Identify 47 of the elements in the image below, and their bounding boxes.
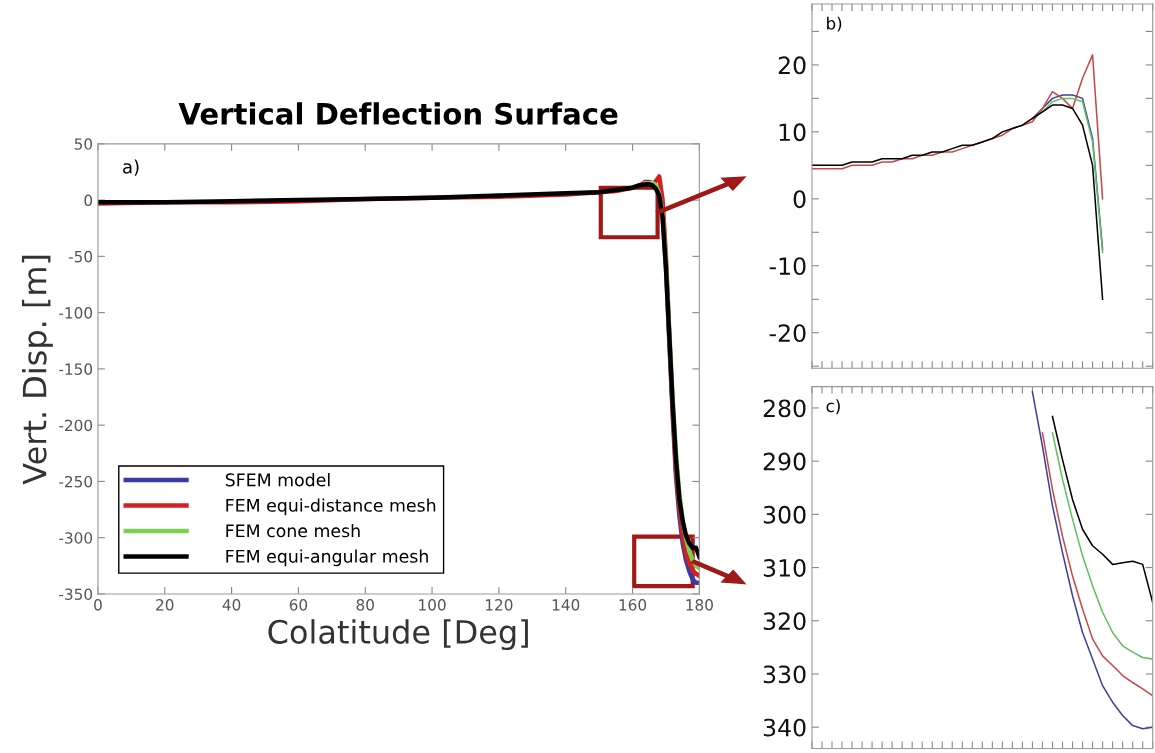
line-series — [1041, 432, 1153, 697]
y-tick-label: -250 — [59, 475, 93, 488]
line-series — [1051, 432, 1153, 660]
x-tick-label: 100 — [419, 599, 446, 611]
annotation: c) — [826, 399, 840, 415]
y-tick-label: -350 — [59, 588, 93, 600]
y-tick-label: -200 — [59, 419, 93, 432]
legend-label: FEM equi-distance mesh — [226, 498, 436, 516]
annotation: b) — [827, 16, 842, 32]
legend-label: FEM equi-angular mesh — [226, 549, 428, 567]
y-tick-label: 340 — [763, 718, 806, 737]
y-tick-label: -10 — [769, 257, 806, 276]
x-tick-label: 60 — [289, 599, 308, 611]
y-tick-label: 0 — [793, 190, 806, 209]
y-tick-label: 20 — [778, 56, 806, 75]
chart-title: Vertical Deflection Surface — [178, 102, 618, 125]
y-tick-label: -100 — [59, 307, 93, 319]
y-tick-label: 10 — [779, 123, 806, 142]
y-tick-label: 300 — [763, 505, 806, 524]
x-tick-label: 80 — [356, 599, 374, 611]
legend-label: FEM cone mesh — [226, 523, 360, 538]
y-tick-label: -150 — [59, 363, 93, 375]
y-tick-label: 50 — [74, 138, 93, 150]
y-tick-label: 310 — [763, 559, 806, 577]
y-tick-label: 330 — [763, 665, 806, 684]
x-tick-label: 0 — [94, 599, 102, 611]
y-axis-title: Vert. Disp. [m] — [21, 255, 53, 485]
x-tick-label: 120 — [485, 599, 513, 611]
line-series — [811, 54, 1104, 200]
x-tick-label: 40 — [222, 599, 241, 611]
x-tick-label: 140 — [552, 599, 580, 611]
y-tick-label: 320 — [763, 612, 806, 631]
x-tick-label: 20 — [156, 599, 174, 611]
x-tick-label: 160 — [619, 599, 647, 611]
x-tick-label: 180 — [686, 599, 713, 611]
line-series — [1051, 415, 1153, 604]
legend-label: SFEM model — [225, 472, 330, 487]
x-axis-title: Colatitude [Deg] — [268, 619, 528, 651]
annotation: a) — [123, 159, 139, 176]
y-tick-label: -50 — [68, 250, 93, 263]
y-tick-label: 0 — [84, 194, 93, 207]
y-tick-label: -20 — [769, 324, 806, 343]
line-series — [811, 104, 1104, 301]
y-tick-label: 280 — [763, 399, 806, 418]
y-tick-label: -300 — [59, 532, 93, 544]
y-tick-label: 290 — [763, 452, 806, 471]
line-series — [1031, 391, 1153, 730]
